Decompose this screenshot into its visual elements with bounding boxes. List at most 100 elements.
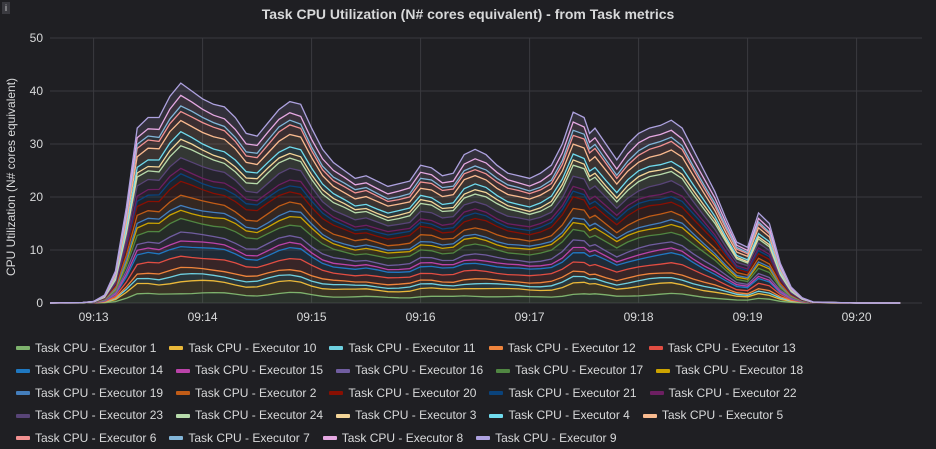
chart-panel: i Task CPU Utilization (N# cores equival… bbox=[2, 2, 922, 445]
series-line[interactable] bbox=[49, 119, 901, 304]
legend-label: Task CPU - Executor 18 bbox=[675, 363, 804, 377]
series-area bbox=[50, 181, 901, 303]
legend-item[interactable]: Task CPU - Executor 11 bbox=[329, 338, 476, 359]
legend-label: Task CPU - Executor 19 bbox=[35, 385, 164, 400]
series-line[interactable] bbox=[49, 180, 901, 304]
legend-item[interactable]: Task CPU - Executor 3 bbox=[336, 405, 476, 426]
legend-swatch bbox=[336, 368, 351, 373]
legend-item[interactable]: Task CPU - Executor 8 bbox=[322, 428, 463, 449]
y-axis-label: CPU Utilization (N# cores equivalent) bbox=[4, 78, 18, 276]
legend-item[interactable]: Task CPU - Executor 9 bbox=[476, 428, 617, 449]
y-tick-label: 50 bbox=[30, 31, 44, 45]
legend-label: Task CPU - Executor 12 bbox=[507, 340, 636, 355]
series-line[interactable] bbox=[49, 82, 901, 304]
x-tick-label: 09:18 bbox=[624, 310, 654, 324]
series-line[interactable] bbox=[49, 94, 901, 304]
legend-item[interactable]: Task CPU - Executor 23 bbox=[16, 405, 163, 426]
legend-swatch bbox=[476, 436, 491, 440]
legend-item[interactable]: Task CPU - Executor 6 bbox=[16, 428, 156, 449]
legend-item[interactable]: Task CPU - Executor 18 bbox=[656, 360, 803, 381]
legend-swatch bbox=[489, 391, 504, 395]
series-lines bbox=[49, 82, 901, 304]
legend-swatch bbox=[648, 346, 663, 350]
y-tick-label: 40 bbox=[30, 84, 44, 98]
legend-label: Task CPU - Executor 13 bbox=[667, 340, 796, 355]
legend-item[interactable]: Task CPU - Executor 19 bbox=[16, 383, 163, 404]
series-line[interactable] bbox=[49, 105, 901, 304]
series-line[interactable] bbox=[49, 240, 901, 304]
x-tick-label: 09:15 bbox=[297, 310, 327, 324]
legend-item[interactable]: Task CPU - Executor 10 bbox=[169, 338, 316, 359]
series-area bbox=[50, 120, 901, 303]
y-tick-label: 0 bbox=[36, 296, 43, 310]
legend-item[interactable]: Task CPU - Executor 20 bbox=[329, 383, 476, 404]
legend-item[interactable]: Task CPU - Executor 15 bbox=[176, 360, 323, 381]
series-line[interactable] bbox=[49, 167, 901, 304]
legend-swatch bbox=[489, 413, 504, 418]
series-line[interactable] bbox=[49, 266, 901, 304]
series-line[interactable] bbox=[49, 145, 901, 304]
series-area bbox=[50, 267, 901, 303]
series-area bbox=[50, 218, 901, 303]
series-line[interactable] bbox=[49, 194, 901, 304]
legend-label: Task CPU - Executor 24 bbox=[195, 408, 324, 422]
legend-item[interactable]: Task CPU - Executor 22 bbox=[649, 383, 797, 404]
legend-label: Task CPU - Executor 23 bbox=[35, 408, 164, 422]
legend-swatch bbox=[649, 391, 664, 395]
legend-label: Task CPU - Executor 2 bbox=[195, 385, 317, 400]
series-line[interactable] bbox=[49, 209, 901, 304]
legend-item[interactable]: Task CPU - Executor 7 bbox=[169, 428, 310, 449]
legend-label: Task CPU - Executor 11 bbox=[348, 340, 476, 355]
y-tick-label: 30 bbox=[30, 137, 44, 151]
series-line[interactable] bbox=[49, 272, 901, 304]
legend-label: Task CPU - Executor 4 bbox=[508, 408, 630, 422]
x-tick-label: 09:13 bbox=[79, 310, 109, 324]
legend-item[interactable]: Task CPU - Executor 13 bbox=[648, 338, 796, 359]
legend-item[interactable]: Task CPU - Executor 4 bbox=[489, 405, 630, 426]
series-line[interactable] bbox=[49, 204, 901, 304]
legend-label: Task CPU - Executor 5 bbox=[661, 408, 784, 422]
legend-swatch bbox=[329, 391, 344, 395]
legend-label: Task CPU - Executor 21 bbox=[508, 385, 637, 400]
series-line[interactable] bbox=[49, 173, 901, 304]
legend-item[interactable]: Task CPU - Executor 5 bbox=[642, 405, 784, 426]
legend: Task CPU - Executor 1 Task CPU - Executor… bbox=[16, 336, 928, 449]
series-line[interactable] bbox=[49, 255, 901, 304]
series-line[interactable] bbox=[49, 130, 901, 304]
series-line[interactable] bbox=[49, 157, 901, 304]
legend-swatch bbox=[16, 413, 30, 418]
panel-title[interactable]: Task CPU Utilization (N# cores equivalen… bbox=[261, 6, 675, 22]
legend-swatch bbox=[16, 368, 30, 373]
series-area bbox=[50, 205, 901, 303]
legend-swatch bbox=[176, 391, 191, 395]
legend-item[interactable]: Task CPU - Executor 1 bbox=[16, 338, 156, 359]
legend-label: Task CPU - Executor 9 bbox=[495, 430, 617, 445]
legend-swatch bbox=[169, 346, 184, 350]
legend-item[interactable]: Task CPU - Executor 17 bbox=[496, 360, 643, 381]
series-line[interactable] bbox=[49, 245, 901, 304]
x-tick-label: 09:14 bbox=[188, 310, 218, 324]
series-line[interactable] bbox=[49, 110, 901, 304]
series-area bbox=[50, 210, 901, 303]
series-line[interactable] bbox=[49, 138, 901, 304]
info-icon[interactable]: i bbox=[2, 2, 10, 14]
legend-item[interactable]: Task CPU - Executor 24 bbox=[176, 405, 323, 426]
legend-item[interactable]: Task CPU - Executor 16 bbox=[336, 360, 483, 381]
legend-item[interactable]: Task CPU - Executor 21 bbox=[489, 383, 637, 404]
legend-swatch bbox=[16, 436, 30, 440]
y-axis: 0 10 20 30 40 50 bbox=[30, 31, 44, 310]
legend-swatch bbox=[488, 346, 503, 350]
series-line[interactable] bbox=[49, 217, 901, 304]
legend-item[interactable]: Task CPU - Executor 2 bbox=[176, 383, 316, 404]
legend-label: Task CPU - Executor 6 bbox=[35, 430, 157, 445]
series-line[interactable] bbox=[49, 279, 901, 304]
x-tick-label: 09:16 bbox=[406, 310, 436, 324]
legend-item[interactable]: Task CPU - Executor 14 bbox=[16, 360, 163, 381]
series-line[interactable] bbox=[49, 231, 901, 304]
series-line[interactable] bbox=[50, 291, 901, 304]
legend-swatch bbox=[336, 413, 351, 418]
legend-swatch bbox=[322, 436, 337, 440]
legend-swatch bbox=[496, 368, 511, 373]
series-area bbox=[50, 246, 901, 303]
legend-item[interactable]: Task CPU - Executor 12 bbox=[488, 338, 636, 359]
